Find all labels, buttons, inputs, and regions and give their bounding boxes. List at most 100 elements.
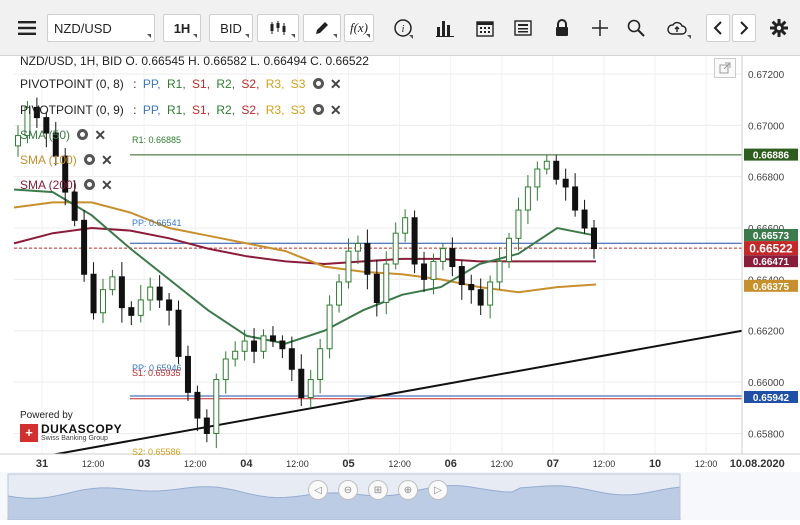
price-side-select[interactable]: BID (209, 14, 253, 42)
close-icon[interactable]: ✕ (329, 76, 342, 92)
time-tick-label: 07 (547, 458, 559, 470)
sma50-name: SMA (50) (20, 128, 71, 142)
candle-body (24, 106, 31, 137)
price-tick-label: 0.66800 (748, 173, 785, 184)
price-tick-label: 0.67000 (748, 121, 785, 132)
candle-body (449, 248, 456, 268)
candle-body (411, 217, 418, 265)
scroll-forward-button[interactable]: ▷ (428, 480, 448, 500)
price-chart[interactable]: 0.672000.670000.668000.666000.664000.662… (0, 56, 800, 521)
info-button[interactable]: i (390, 14, 416, 42)
scroll-right-button[interactable] (732, 14, 756, 42)
chart-area[interactable]: 0.672000.670000.668000.666000.664000.662… (0, 54, 800, 521)
sma50-line (13, 188, 597, 345)
chart-template-button[interactable] (430, 14, 460, 42)
pivot-levels (14, 154, 742, 489)
close-icon[interactable]: ✕ (101, 177, 113, 193)
time-tick-label: 10.08.2020 (730, 458, 785, 470)
candle-body (260, 335, 267, 352)
hamburger-menu-icon[interactable] (12, 14, 42, 42)
candle-body (128, 307, 135, 316)
s3-key: S3 (290, 77, 306, 91)
settings-button[interactable] (766, 14, 792, 42)
overview-navigator[interactable] (0, 472, 800, 521)
candle-body (430, 260, 437, 280)
price-badge-bg (744, 279, 798, 292)
gear-icon[interactable] (84, 154, 96, 165)
r1-key: R1, (166, 103, 186, 117)
candle-body (373, 273, 380, 304)
price-badge-bg (744, 390, 798, 403)
candle-body (52, 132, 59, 157)
reset-zoom-button[interactable]: ⊞ (368, 480, 388, 500)
popout-button[interactable] (714, 58, 736, 78)
gear-icon[interactable] (312, 78, 324, 89)
scroll-back-button[interactable]: ◁ (308, 480, 328, 500)
sma50-legend: SMA (50) ✕ (20, 127, 106, 144)
candle-body (543, 160, 550, 170)
time-tick-label: 12:00 (388, 459, 411, 469)
candle-body (477, 289, 484, 306)
candle-body (317, 348, 324, 381)
crosshair-button[interactable] (586, 14, 614, 42)
calendar-button[interactable] (470, 14, 500, 42)
zoom-out-button[interactable]: ⊖ (338, 480, 358, 500)
cloud-save-button[interactable] (660, 14, 694, 42)
news-button[interactable] (508, 14, 538, 42)
candle-body (364, 242, 371, 275)
symbol-label: NZD/USD (54, 20, 112, 36)
svg-text:i: i (402, 24, 405, 35)
s2-key: S2, (241, 103, 260, 117)
symbol-input[interactable]: NZD/USD (47, 14, 155, 42)
candle-body (506, 237, 513, 262)
candle-body (99, 289, 106, 314)
price-badge-label: 0.66573 (753, 231, 790, 242)
pp-key: PP, (142, 77, 161, 91)
sma200-legend: SMA (200) ✕ (20, 177, 113, 194)
candle-body (175, 309, 182, 357)
zoom-button[interactable] (622, 14, 650, 42)
close-icon[interactable]: ✕ (94, 127, 107, 143)
close-icon[interactable]: ✕ (329, 102, 342, 118)
candle-body (194, 391, 201, 419)
price-badge: 0.65942 (744, 390, 798, 404)
drawing-tool-button[interactable] (303, 14, 341, 42)
gear-icon[interactable] (312, 104, 324, 115)
candles (15, 97, 597, 449)
candle-body (345, 250, 352, 283)
candle-body (203, 417, 210, 434)
price-badge: 0.66375 (744, 279, 798, 293)
brand-name: DUKASCOPY (41, 422, 123, 436)
chevron-left-icon (713, 21, 722, 35)
lock-icon (556, 19, 568, 36)
lock-button[interactable] (548, 14, 576, 42)
candle-body (81, 219, 88, 275)
candle-body (392, 232, 399, 265)
candle-body (496, 260, 503, 283)
sma200-name: SMA (200) (20, 178, 77, 192)
chart-type-button[interactable] (257, 14, 299, 42)
price-badge-bg (744, 241, 798, 256)
s1-level-label: S1: 0.65935 (132, 368, 181, 378)
gear-icon[interactable] (77, 129, 89, 140)
gear-icon[interactable] (84, 179, 96, 190)
close-icon[interactable]: ✕ (101, 152, 113, 168)
candle-body (336, 281, 343, 306)
s2-level-label: S2: 0.65586 (132, 447, 181, 457)
candle-body (298, 368, 305, 399)
candle-body (71, 191, 78, 221)
candle-body (326, 304, 333, 350)
r1-key: R1, (166, 77, 186, 91)
candle-body (581, 209, 588, 229)
powered-by-label: Powered by (20, 410, 73, 421)
candle-body (251, 340, 258, 352)
chart-header: NZD/USD, 1H, BID O. 0.66545 H. 0.66582 L… (20, 54, 369, 68)
price-badge-label: 0.66522 (749, 242, 793, 256)
candlestick-icon (270, 21, 286, 35)
indicators-button[interactable]: f(x) (344, 14, 374, 42)
zoom-in-button[interactable]: ⊕ (398, 480, 418, 500)
time-tick-label: 12:00 (184, 459, 207, 469)
timeframe-select[interactable]: 1H (163, 14, 201, 42)
scroll-left-button[interactable] (706, 14, 730, 42)
candle-body (383, 263, 390, 304)
